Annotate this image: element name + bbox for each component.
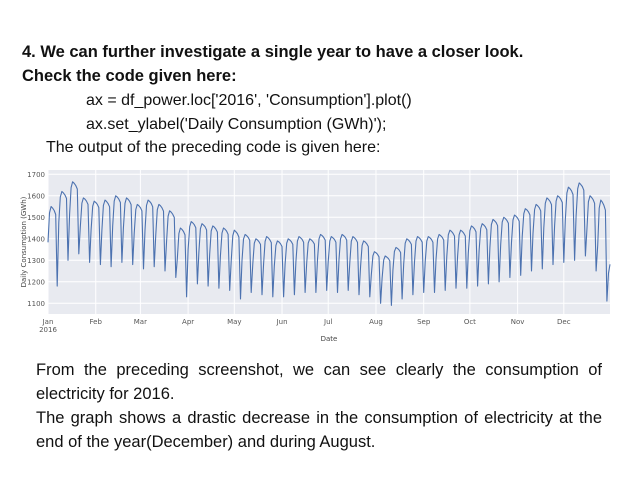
- x-tick-label: Nov: [511, 318, 525, 326]
- consumption-series-line: [47, 181, 611, 306]
- x-tick-label: Dec: [557, 318, 571, 326]
- y-tick-label: 1100: [27, 300, 45, 308]
- y-tick-label: 1200: [27, 278, 45, 286]
- x-tick-label: Feb: [90, 318, 103, 326]
- plot-background: [48, 170, 610, 314]
- x-tick-label: Sep: [417, 318, 431, 326]
- x-tick-label: Jan: [42, 318, 54, 326]
- y-axis-label: Daily Consumption (GWh): [20, 196, 28, 287]
- y-tick-label: 1400: [27, 235, 45, 243]
- x-tick-label: Jun: [276, 318, 288, 326]
- intro-text: The output of the preceding code is give…: [46, 139, 381, 156]
- heading-line-1: 4. We can further investigate a single y…: [22, 43, 524, 61]
- y-tick-label: 1700: [27, 171, 45, 179]
- x-tick-label: Jul: [323, 318, 333, 326]
- body-text: From the preceding screenshot, we can se…: [36, 358, 602, 454]
- body-paragraph-1: From the preceding screenshot, we can se…: [36, 361, 602, 403]
- code-line-1: ax = df_power.loc['2016', 'Consumption']…: [86, 92, 412, 109]
- y-tick-label: 1600: [27, 192, 45, 200]
- y-tick-label: 1300: [27, 257, 45, 265]
- y-tick-label: 1500: [27, 214, 45, 222]
- x-tick-label: 2016: [39, 326, 57, 334]
- x-axis-label: Date: [321, 335, 338, 343]
- heading-line-2: Check the code given here:: [22, 67, 237, 85]
- code-line-2: ax.set_ylabel('Daily Consumption (GWh)')…: [86, 116, 387, 133]
- x-tick-label: Aug: [369, 318, 383, 326]
- x-tick-label: Apr: [182, 318, 194, 326]
- x-tick-label: Mar: [134, 318, 147, 326]
- x-tick-label: Oct: [464, 318, 476, 326]
- body-paragraph-2: The graph shows a drastic decrease in th…: [36, 409, 602, 451]
- code-snippet: ax = df_power.loc['2016', 'Consumption']…: [86, 89, 412, 137]
- x-tick-label: May: [227, 318, 241, 326]
- slide-heading: 4. We can further investigate a single y…: [22, 40, 622, 88]
